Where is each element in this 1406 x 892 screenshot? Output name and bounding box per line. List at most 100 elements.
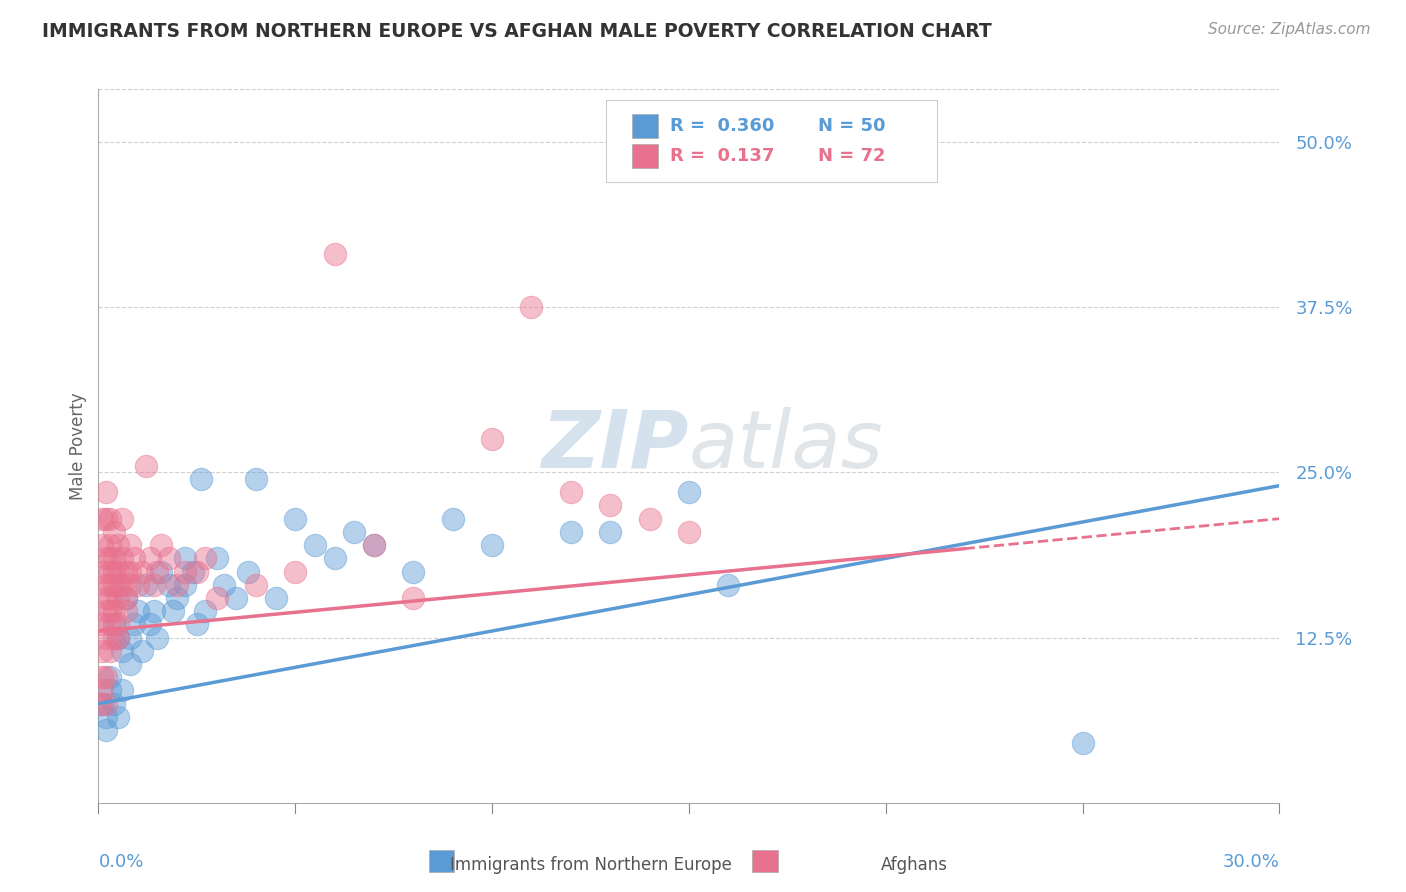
Point [107,710,129,724]
Point [174,551,197,566]
FancyBboxPatch shape [606,100,936,182]
Point [181,565,204,579]
Point [91,697,114,711]
Point [402,591,425,605]
Point [91,538,114,552]
Point [103,578,125,592]
Bar [752,850,778,872]
Point [142,578,165,592]
Point [363,538,385,552]
Point [98,578,121,592]
Point [599,499,621,513]
Point [111,644,134,658]
Point [118,657,141,671]
Point [127,578,149,592]
Point [91,617,114,632]
Point [96,511,118,525]
Point [118,578,141,592]
Point [103,524,125,539]
Point [98,670,121,684]
Text: ZIP: ZIP [541,407,689,485]
Point [98,538,121,552]
Point [96,591,118,605]
Point [103,697,125,711]
Point [599,524,621,539]
Point [194,604,217,618]
Point [96,723,118,738]
Point [107,565,129,579]
Point [284,511,307,525]
Point [678,485,700,500]
Text: atlas: atlas [689,407,884,485]
Point [103,565,125,579]
Text: N = 50: N = 50 [818,117,886,135]
Text: N = 72: N = 72 [818,147,886,165]
Text: Source: ZipAtlas.com: Source: ZipAtlas.com [1208,22,1371,37]
Point [98,591,121,605]
Point [323,247,346,261]
Point [127,604,149,618]
Text: R =  0.360: R = 0.360 [671,117,775,135]
Point [135,458,157,473]
Point [166,578,188,592]
Point [103,631,125,645]
Y-axis label: Male Poverty: Male Poverty [69,392,87,500]
Point [174,565,197,579]
Point [157,578,180,592]
Point [115,604,138,618]
Point [138,551,160,566]
Point [174,578,197,592]
Point [343,524,366,539]
Bar [429,850,454,872]
Point [98,617,121,632]
Point [96,578,118,592]
Point [205,551,228,566]
Point [186,617,208,632]
Point [441,511,464,525]
Point [131,644,153,658]
Point [245,578,267,592]
Point [96,710,118,724]
Point [481,538,503,552]
Point [115,591,138,605]
Point [107,578,129,592]
Point [91,670,114,684]
Point [138,617,160,632]
Point [103,604,125,618]
Point [135,578,157,592]
Point [190,472,212,486]
Point [98,683,121,698]
Point [118,631,141,645]
Point [96,631,118,645]
Point [122,617,145,632]
Point [717,578,740,592]
Point [115,565,138,579]
Point [107,617,129,632]
Point [107,591,129,605]
Point [481,433,503,447]
Point [98,644,121,658]
Point [194,551,217,566]
Point [91,644,114,658]
Point [560,485,582,500]
Point [638,511,661,525]
Point [225,591,247,605]
Text: 30.0%: 30.0% [1223,853,1279,871]
Point [96,697,118,711]
Point [91,683,114,698]
Text: Immigrants from Northern Europe: Immigrants from Northern Europe [450,856,731,874]
Point [118,565,141,579]
Point [98,551,121,566]
Point [111,578,134,592]
Point [363,538,385,552]
Point [186,565,208,579]
Point [96,485,118,500]
Point [98,604,121,618]
Point [146,631,169,645]
Point [96,551,118,566]
Point [157,551,180,566]
Point [142,604,165,618]
Point [98,565,121,579]
Point [111,511,134,525]
Point [264,591,287,605]
